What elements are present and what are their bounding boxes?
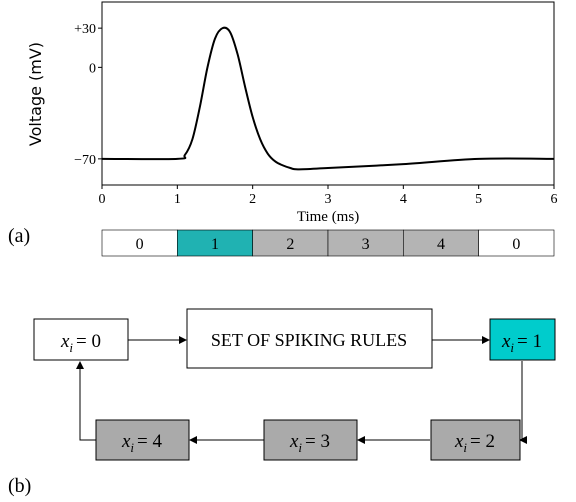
node-x3-box: [263, 419, 358, 461]
panel-b: xi = 0 SET OF SPIKING RULES xi = 1 xi = 2 x…: [8, 308, 556, 497]
node-x2: xi = 2: [430, 419, 521, 461]
state-cell-label: 4: [437, 236, 445, 253]
state-cell-label: 2: [286, 236, 294, 253]
node-x1-box: [489, 318, 556, 361]
state-bar: 0 1 2 3 4 0: [101, 229, 555, 257]
node-x2-box: [430, 419, 521, 461]
x-tick-label: 4: [400, 192, 407, 207]
state-cell-label: 0: [512, 236, 520, 253]
x-axis-label: Time (ms): [297, 209, 359, 225]
panel-a: +30 0 −70 0 1 2 3 4 5 6 Voltage (mV) Time (ms) (…: [8, 1, 558, 257]
panel-a-label: (a): [8, 225, 30, 247]
x-tick-label: 3: [325, 192, 332, 207]
y-tick-label: +30: [74, 22, 96, 37]
y-axis-label: Voltage (mV): [26, 42, 45, 146]
voltage-trace: [101, 26, 555, 171]
rules-label: SET OF SPIKING RULES: [211, 330, 407, 350]
x-tick-label: 2: [249, 192, 256, 207]
node-x3-label: xi = 3: [289, 431, 330, 455]
state-cell-label: 3: [362, 236, 370, 253]
state-cell-label: 1: [211, 236, 219, 253]
state-cell: [327, 229, 404, 257]
x-tick-label: 0: [99, 192, 106, 207]
x-tick-label: 5: [475, 192, 482, 207]
state-cell: [478, 229, 555, 257]
arrow-x1-to-x2: [519, 361, 527, 444]
x-axis-ticks: 0 1 2 3 4 5 6: [99, 185, 558, 207]
rules-box: [186, 308, 433, 369]
y-axis-ticks: +30 0 −70: [74, 22, 102, 168]
state-cell-label: 0: [136, 236, 144, 253]
rules-node: SET OF SPIKING RULES: [186, 308, 433, 369]
node-x0-label: xi = 0: [60, 331, 101, 355]
y-tick-label: −70: [74, 153, 96, 168]
node-x4-label: xi = 4: [121, 431, 163, 455]
node-x1-label: xi = 1: [501, 331, 542, 355]
state-cell: [177, 229, 253, 257]
plot-frame: [101, 1, 555, 186]
node-x1: xi = 1: [489, 318, 556, 361]
node-x3: xi = 3: [263, 419, 358, 461]
panel-b-label: (b): [8, 475, 31, 497]
x-tick-label: 1: [174, 192, 181, 207]
node-x2-label: xi = 2: [454, 431, 495, 455]
node-x4-box: [95, 419, 190, 461]
node-x0: xi = 0: [33, 318, 129, 361]
node-x4: xi = 4: [95, 419, 190, 461]
state-cell: [403, 229, 479, 257]
arrow-x4-to-x0: [76, 361, 96, 441]
node-x0-box: [33, 318, 129, 361]
x-tick-label: 6: [551, 192, 558, 207]
state-cell: [252, 229, 329, 257]
y-tick-label: 0: [89, 61, 96, 76]
